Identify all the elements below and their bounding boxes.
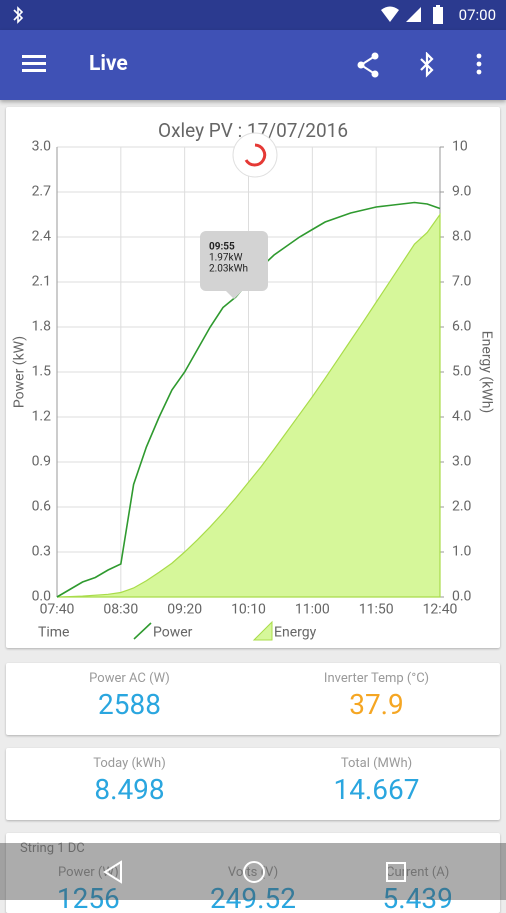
stat-value: 2588 [98,688,161,721]
recents-button[interactable] [385,861,407,883]
stat: Inverter Temp (°C) 37.9 [253,671,500,721]
x-tick-label: 11:00 [295,602,330,618]
y-tick-label: 0.0 [32,589,52,605]
stat-label: Power AC (W) [89,671,170,686]
app-bar: Live [0,30,506,100]
more-button[interactable] [474,53,484,77]
x-tick-label: 11:50 [359,602,394,618]
stats-card: Power AC (W) 2588 Inverter Temp (°C) 37.9 [6,663,500,735]
y2-tick-label: 8.0 [452,229,472,245]
x-axis-label: Time [38,625,69,641]
back-button[interactable] [102,860,124,884]
stat-label: Total (MWh) [340,756,413,771]
stat: Today (kWh) 8.498 [6,756,253,806]
clock: 07:00 [458,6,496,24]
stat-label: Power (W) [58,865,119,880]
chart-card: Oxley PV : 17/07/2016 0.0 0.3 0.6 0.9 1.2 1.5… [6,107,500,648]
x-tick-label: 07:40 [40,602,75,618]
y-tick-label: 2.7 [32,184,52,200]
y-tick-label: 1.8 [32,319,52,335]
bluetooth-icon [13,6,24,24]
y-tick-label: 1.5 [32,364,52,380]
app-title: Live [89,52,128,76]
legend-label: Power [153,625,193,641]
y2-tick-label: 1.0 [452,544,472,560]
wifi-icon [381,6,399,22]
x-tick-label: 09:20 [167,602,202,618]
x-tick-label: 12:40 [423,602,458,618]
share-button[interactable] [356,52,382,78]
y-tick-label: 0.6 [32,499,52,515]
tooltip-text: 2.03kWh [209,264,248,275]
signal-icon [406,7,421,22]
navigation-bar [0,843,506,900]
y-tick-label: 2.4 [32,229,52,245]
y-tick-label: 0.3 [32,544,51,560]
y2-axis-label: Energy (kWh) [478,331,494,414]
bluetooth-button[interactable] [418,52,436,78]
y2-tick-label: 2.0 [452,499,472,515]
stat: Total (MWh) 14.667 [253,756,500,806]
stat-label: Volts (V) [227,865,279,880]
legend-swatch [252,620,273,641]
spinner-bg [232,132,278,178]
y2-tick-label: 4.0 [452,409,472,425]
x-tick-label: 08:30 [103,602,138,618]
menu-button[interactable] [22,53,48,75]
y-tick-label: 1.2 [32,409,52,425]
y-axis-label: Power (kW) [12,336,28,408]
battery-icon [433,5,443,24]
y-tick-label: 3.0 [32,139,52,155]
chart-title: Oxley PV : 17/07/2016 [158,119,348,142]
stats-card: Today (kWh) 8.498 Total (MWh) 14.667 [6,748,500,820]
legend-label: Energy [274,625,317,641]
y2-tick-label: 9.0 [452,184,472,200]
chart: Oxley PV : 17/07/2016 0.0 0.3 0.6 0.9 1.2 1.5… [12,119,495,641]
y2-tick-label: 3.0 [452,454,472,470]
legend-swatch [133,622,152,640]
home-button[interactable] [242,860,266,884]
y-tick-label: 0.9 [32,454,51,470]
stat-value: 37.9 [349,688,404,721]
tooltip-text: 09:55 [209,242,235,253]
energy-area [56,212,441,598]
stat-label: Inverter Temp (°C) [323,671,430,686]
y-tick-label: 2.1 [32,274,51,290]
y2-tick-label: 6.0 [452,319,472,335]
card-title: String 1 DC [20,841,85,856]
stat: Power AC (W) 2588 [6,671,253,721]
y2-tick-label: 10 [452,139,468,155]
stat-value: 14.667 [333,773,420,806]
x-tick-label: 10:10 [231,602,266,618]
y2-tick-label: 7.0 [452,274,472,290]
y2-tick-label: 0.0 [452,589,472,605]
stat-label: Today (kWh) [93,756,166,771]
spinner [244,143,267,167]
stat-label: Current (A) [385,865,450,880]
y2-tick-label: 5.0 [452,364,472,380]
stat-value: 8.498 [94,773,165,806]
status-bar: 07:00 [0,0,506,30]
tooltip-text: 1.97kW [209,253,243,264]
tooltip-box [200,231,268,299]
